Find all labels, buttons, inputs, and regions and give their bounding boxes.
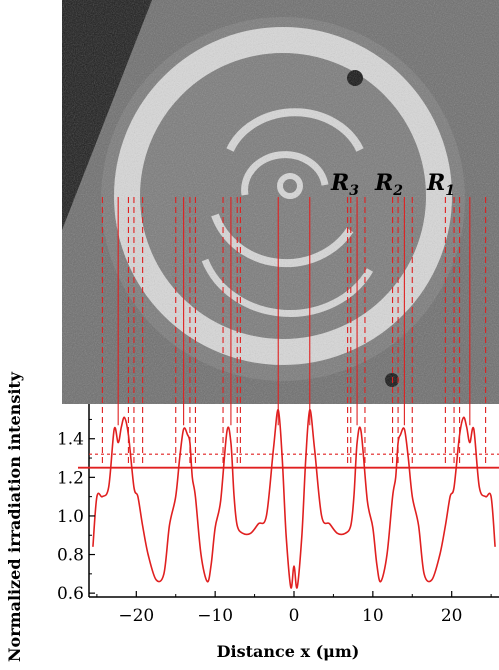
x-axis-title: Distance x (μm) <box>217 642 360 661</box>
x-tick-label: 10 <box>362 606 384 626</box>
ring-label-r3: R3 <box>330 170 359 199</box>
x-tick-label: 20 <box>441 606 463 626</box>
y-tick-label: 0.6 <box>57 584 84 604</box>
ring-label-r1: R1 <box>426 170 455 199</box>
x-tick-label: −10 <box>197 606 233 626</box>
y-tick-label: 0.8 <box>57 546 84 566</box>
threshold-lines <box>78 453 499 469</box>
x-ticks: −20 −10 0 10 20 <box>96 591 492 626</box>
y-ticks: 0.6 0.8 1.0 1.2 1.4 <box>57 418 95 604</box>
guide-lines <box>101 197 487 464</box>
intensity-curve <box>92 408 496 589</box>
y-tick-label: 1.4 <box>57 430 84 450</box>
y-tick-label: 1.2 <box>57 468 84 488</box>
y-axis-title: Normalized irradiation intensity <box>5 371 24 662</box>
x-tick-label: −20 <box>118 606 154 626</box>
y-tick-label: 1.0 <box>57 507 84 527</box>
plot-area-background <box>89 404 499 597</box>
ring-label-r2: R2 <box>374 170 403 199</box>
photo-grain <box>62 0 499 404</box>
x-tick-label: 0 <box>289 606 300 626</box>
microscope-image <box>62 0 499 404</box>
